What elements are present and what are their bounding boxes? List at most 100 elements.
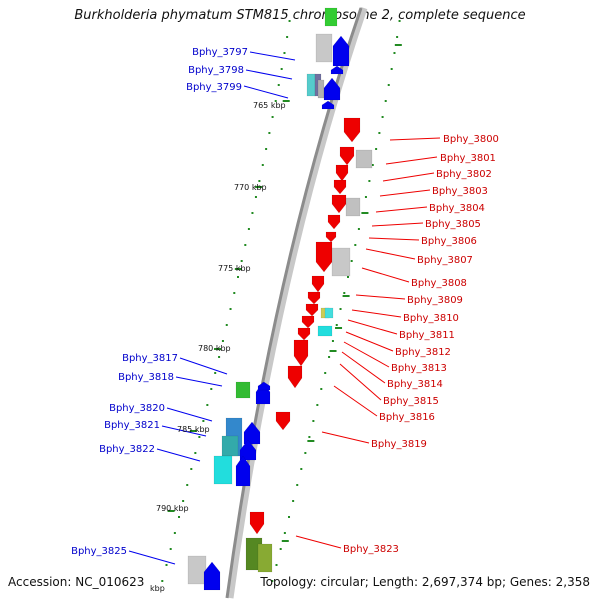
leader-line-red bbox=[365, 248, 416, 260]
gene-label-bphy-3823[interactable]: Bphy_3823 bbox=[343, 544, 399, 555]
right-tick-mark bbox=[371, 164, 374, 166]
leader-line-red bbox=[385, 156, 438, 165]
right-tick-mark bbox=[381, 116, 384, 118]
gene-block-olive bbox=[257, 543, 273, 573]
gene-label-bphy-3813[interactable]: Bphy_3813 bbox=[391, 363, 447, 374]
left-tick-mark bbox=[210, 388, 213, 390]
scale-label-780: 780 kbp bbox=[198, 344, 231, 353]
gene-block-grey bbox=[355, 149, 373, 169]
right-tick-mark bbox=[275, 564, 278, 566]
gene-label-bphy-3808[interactable]: Bphy_3808 bbox=[411, 278, 467, 289]
gene-block-green bbox=[324, 7, 338, 27]
chromosome-axis bbox=[225, 7, 363, 599]
right-tick-mark bbox=[393, 52, 396, 54]
right-tick-mark bbox=[384, 100, 387, 102]
left-tick-mark bbox=[280, 68, 283, 70]
leader-line-blue bbox=[156, 448, 201, 462]
leader-line-red bbox=[345, 331, 394, 352]
gene-label-bphy-3816[interactable]: Bphy_3816 bbox=[379, 412, 435, 423]
gene-label-bphy-3825[interactable]: Bphy_3825 bbox=[71, 546, 127, 557]
gene-label-bphy-3822[interactable]: Bphy_3822 bbox=[99, 444, 155, 455]
gene-label-bphy-3797[interactable]: Bphy_3797 bbox=[192, 47, 248, 58]
gene-label-bphy-3800[interactable]: Bphy_3800 bbox=[443, 134, 499, 145]
gene-label-bphy-3798[interactable]: Bphy_3798 bbox=[188, 65, 244, 76]
gene-arrow-red bbox=[305, 303, 319, 317]
right-tick-mark bbox=[396, 36, 399, 38]
gene-label-bphy-3802[interactable]: Bphy_3802 bbox=[436, 169, 492, 180]
leader-line-red bbox=[321, 431, 370, 444]
gene-label-bphy-3820[interactable]: Bphy_3820 bbox=[109, 403, 165, 414]
right-tick-mark bbox=[339, 308, 342, 310]
gene-label-bphy-3812[interactable]: Bphy_3812 bbox=[395, 347, 451, 358]
gene-label-bphy-3811[interactable]: Bphy_3811 bbox=[399, 330, 455, 341]
gene-label-bphy-3805[interactable]: Bphy_3805 bbox=[425, 219, 481, 230]
gene-arrow-blue bbox=[203, 561, 221, 591]
gene-label-bphy-3807[interactable]: Bphy_3807 bbox=[417, 255, 473, 266]
gene-label-bphy-3815[interactable]: Bphy_3815 bbox=[383, 396, 439, 407]
leader-line-blue bbox=[243, 85, 289, 99]
gene-block-grey bbox=[345, 197, 361, 217]
major-tick-mark bbox=[214, 348, 222, 350]
chromosome-axis-shadow bbox=[226, 6, 368, 599]
leader-line-red bbox=[368, 237, 420, 241]
gene-arrow-red bbox=[333, 179, 347, 195]
left-tick-mark bbox=[261, 164, 264, 166]
gene-label-bphy-3819[interactable]: Bphy_3819 bbox=[371, 439, 427, 450]
scale-label-775: 775 kbp bbox=[218, 264, 251, 273]
leader-line-red bbox=[347, 319, 398, 335]
right-major-tick-mark bbox=[342, 295, 350, 297]
gene-block-grey bbox=[317, 79, 325, 99]
left-tick-mark bbox=[194, 452, 197, 454]
gene-label-bphy-3817[interactable]: Bphy_3817 bbox=[122, 353, 178, 364]
gene-label-bphy-3806[interactable]: Bphy_3806 bbox=[421, 236, 477, 247]
right-tick-mark bbox=[398, 20, 401, 22]
right-tick-mark bbox=[312, 420, 315, 422]
gene-label-bphy-3821[interactable]: Bphy_3821 bbox=[104, 420, 160, 431]
left-tick-mark bbox=[190, 468, 193, 470]
gene-features bbox=[187, 7, 373, 591]
right-tick-mark bbox=[343, 292, 346, 294]
leader-line-red bbox=[375, 206, 428, 213]
right-major-tick-mark bbox=[361, 212, 369, 214]
gene-arrow-blue bbox=[235, 455, 251, 487]
gene-label-bphy-3799[interactable]: Bphy_3799 bbox=[186, 82, 242, 93]
major-tick-mark bbox=[189, 430, 197, 432]
left-tick-mark bbox=[221, 340, 224, 342]
right-major-tick-mark bbox=[307, 440, 315, 442]
left-tick-mark bbox=[271, 116, 274, 118]
gene-arrow-blue bbox=[323, 77, 341, 101]
gene-label-bphy-3803[interactable]: Bphy_3803 bbox=[432, 186, 488, 197]
right-tick-mark bbox=[316, 404, 319, 406]
gene-label-bphy-3818[interactable]: Bphy_3818 bbox=[118, 372, 174, 383]
left-tick-mark bbox=[214, 372, 217, 374]
left-tick-mark bbox=[237, 276, 240, 278]
leader-line-red bbox=[295, 535, 342, 549]
left-tick-mark bbox=[178, 516, 181, 518]
left-tick-mark bbox=[229, 308, 232, 310]
gene-label-bphy-3814[interactable]: Bphy_3814 bbox=[387, 379, 443, 390]
gene-arrow-red bbox=[343, 117, 361, 143]
topology-stats-text: Topology: circular; Length: 2,697,374 bp… bbox=[260, 575, 590, 589]
leader-line-blue bbox=[128, 550, 176, 565]
right-major-tick-mark bbox=[394, 44, 402, 46]
right-tick-mark bbox=[320, 388, 323, 390]
scale-label-785: 785 kbp bbox=[177, 425, 210, 434]
leader-line-red bbox=[355, 294, 406, 300]
gene-arrow-red bbox=[315, 241, 333, 273]
scale-label-790: 790 kbp bbox=[156, 504, 189, 513]
right-tick-mark bbox=[288, 516, 291, 518]
right-tick-mark bbox=[296, 484, 299, 486]
gene-label-bphy-3801[interactable]: Bphy_3801 bbox=[440, 153, 496, 164]
right-tick-mark bbox=[331, 340, 334, 342]
right-tick-mark bbox=[354, 244, 357, 246]
gene-arrow-blue bbox=[239, 439, 257, 461]
gene-block-cyan bbox=[306, 73, 316, 97]
leader-line-red bbox=[351, 309, 402, 318]
right-tick-mark bbox=[304, 452, 307, 454]
gene-label-bphy-3810[interactable]: Bphy_3810 bbox=[403, 313, 459, 324]
gene-arrow-red bbox=[331, 194, 347, 214]
gene-label-bphy-3809[interactable]: Bphy_3809 bbox=[407, 295, 463, 306]
gene-label-bphy-3804[interactable]: Bphy_3804 bbox=[429, 203, 485, 214]
right-tick-mark bbox=[292, 500, 295, 502]
right-tick-mark bbox=[368, 180, 371, 182]
